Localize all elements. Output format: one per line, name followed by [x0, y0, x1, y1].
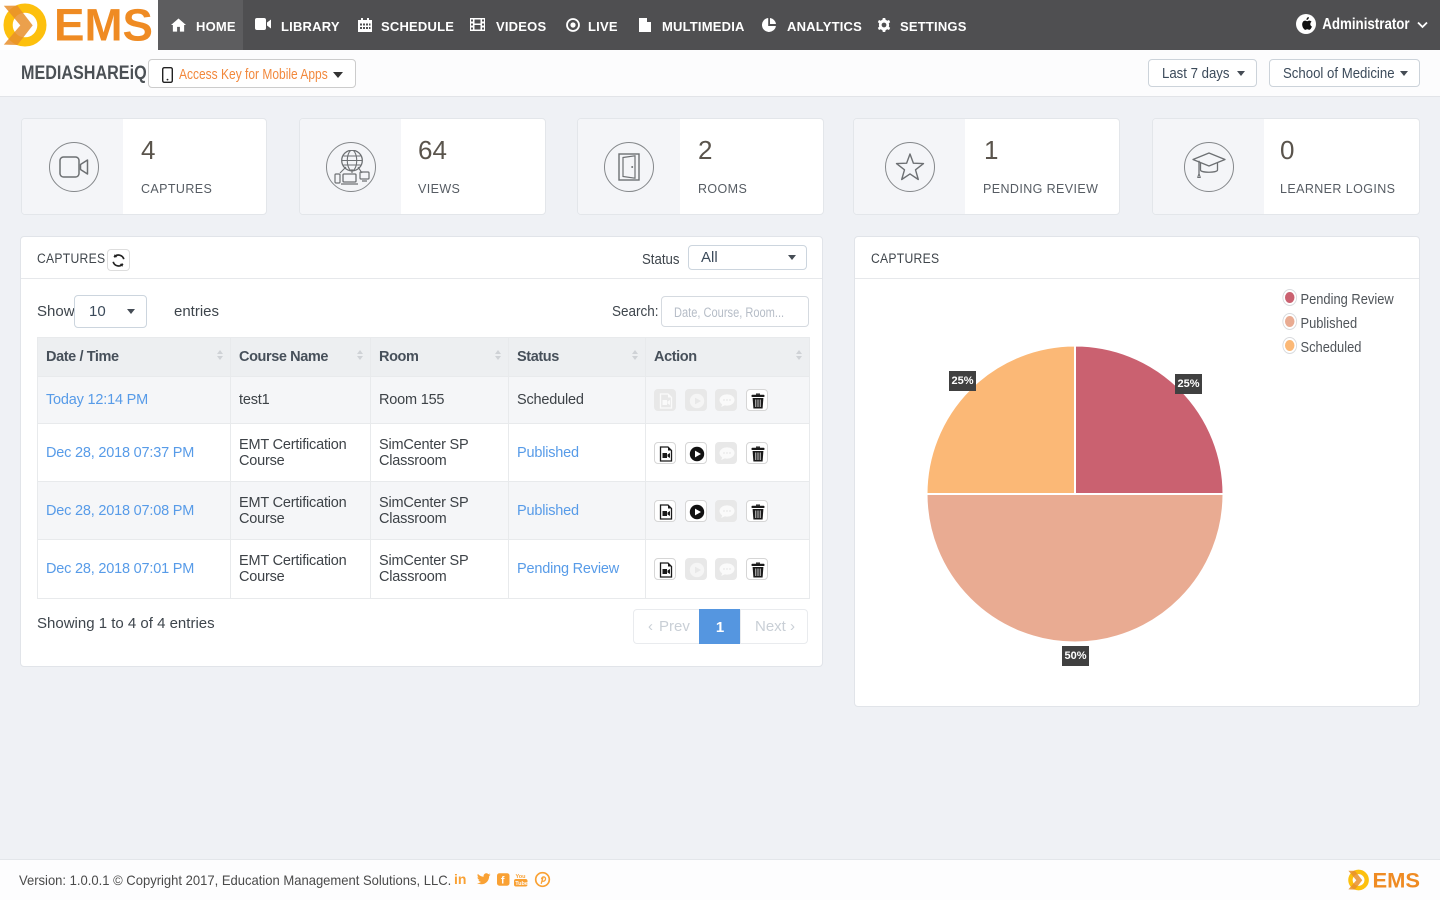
svg-text:EMS: EMS — [54, 0, 153, 51]
svg-text:Tube: Tube — [515, 881, 528, 887]
svg-text:EMS: EMS — [1372, 867, 1420, 892]
svg-text:f: f — [501, 875, 505, 887]
svg-text:in: in — [454, 871, 466, 887]
svg-text:You: You — [516, 874, 526, 880]
